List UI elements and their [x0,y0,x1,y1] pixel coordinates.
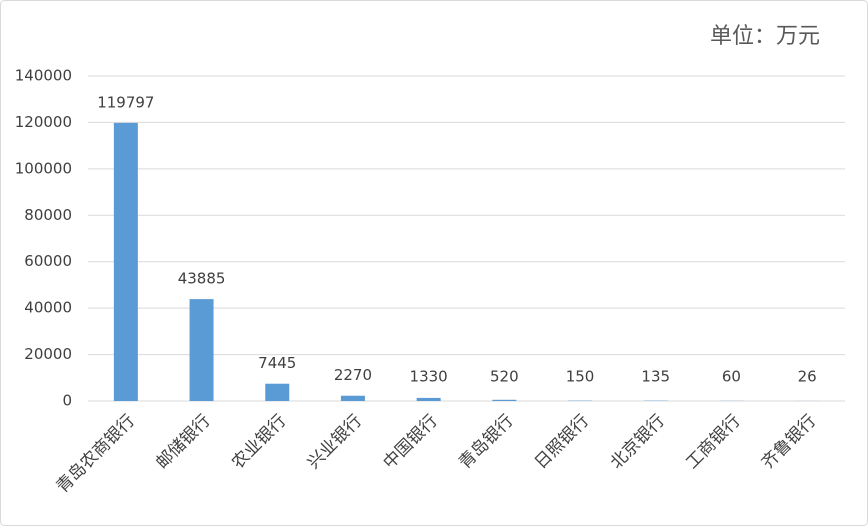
data-label: 1330 [410,368,448,386]
bar [265,383,290,401]
bar [189,299,214,401]
y-tick-label: 40000 [24,299,72,317]
data-label: 135 [641,368,670,386]
data-label: 43885 [178,270,226,288]
data-label: 26 [798,368,817,386]
y-tick-label: 60000 [24,252,72,270]
bar [416,397,441,401]
data-label: 7445 [258,354,296,372]
y-tick-label: 0 [62,392,72,410]
bar [340,395,365,401]
y-tick-label: 20000 [24,345,72,363]
y-tick-label: 100000 [15,159,72,177]
data-label: 2270 [334,366,372,384]
y-tick-label: 140000 [15,67,72,85]
data-label: 119797 [97,93,154,111]
data-label: 520 [490,368,519,386]
bar [113,122,138,402]
y-tick-label: 80000 [24,206,72,224]
data-label: 60 [722,368,741,386]
unit-annotation: 单位：万元 [710,24,820,49]
y-tick-label: 120000 [15,113,72,131]
bar [492,399,517,401]
data-label: 150 [566,368,595,386]
